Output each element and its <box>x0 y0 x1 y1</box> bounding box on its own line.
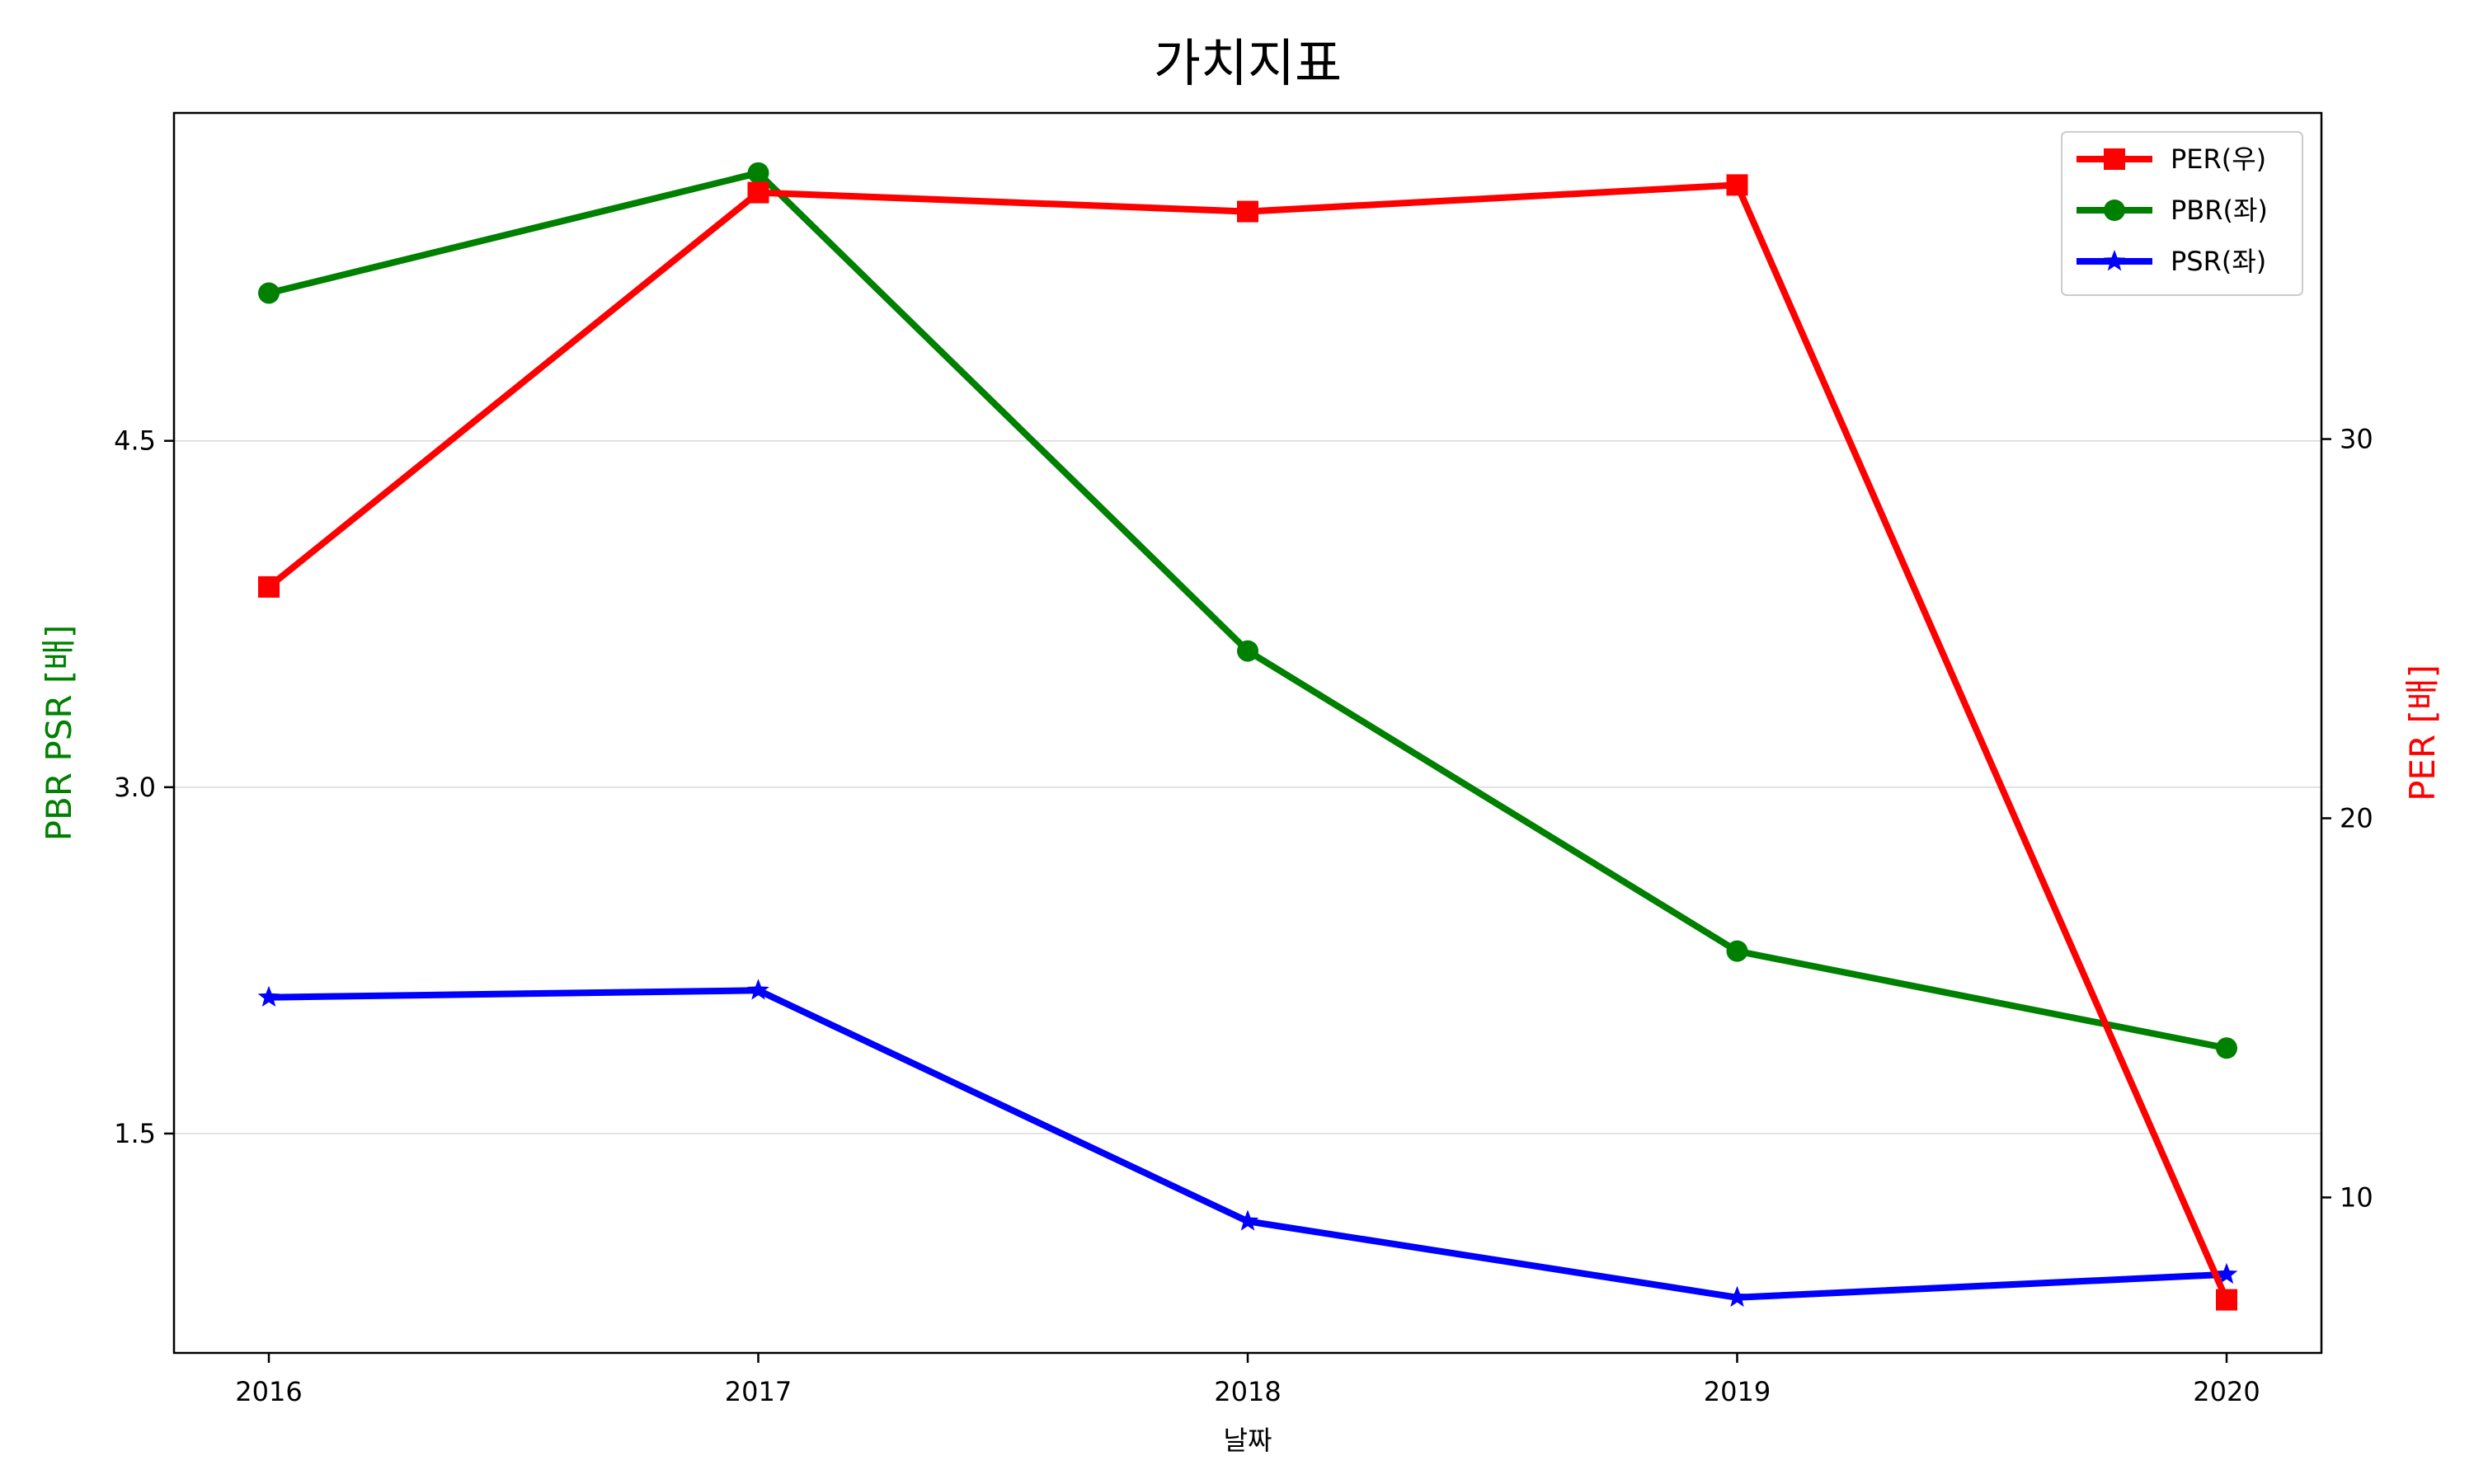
grid-lines <box>174 439 2321 1134</box>
point-pbr-2020 <box>2216 1037 2237 1059</box>
x-tick-label-2020: 2020 <box>2193 1376 2260 1407</box>
left-y-tick-label-3.0: 3.0 <box>114 772 156 803</box>
series-layer <box>257 162 2238 1311</box>
point-psr-2017 <box>747 979 769 1000</box>
chart-title: 가치지표 <box>1154 33 1342 93</box>
point-pbr-2018 <box>1237 640 1258 662</box>
legend-label-psr: PSR(좌) <box>2171 246 2266 277</box>
point-pbr-2019 <box>1726 940 1748 962</box>
x-axis-title: 날짜 <box>1224 1425 1272 1456</box>
left-y-tick-label-4.5: 4.5 <box>114 425 156 457</box>
point-per-2016 <box>258 575 280 598</box>
left-y-axis-title: PBR PSR [배] <box>39 625 79 842</box>
legend-item-pbr: PBR(좌) <box>2077 195 2268 226</box>
legend-label-per: PER(우) <box>2171 143 2266 175</box>
right-y-tick-label-20: 20 <box>2340 802 2373 834</box>
right-y-axis: 10 20 30 <box>2321 424 2373 1213</box>
legend-swatch-marker-per <box>2104 148 2125 170</box>
point-pbr-2017 <box>747 162 769 184</box>
right-y-tick-label-10: 10 <box>2340 1181 2373 1213</box>
series-per <box>258 174 2237 1311</box>
x-axis: 2016 2017 2018 2019 2020 <box>235 1353 2260 1407</box>
legend: PER(우) PBR(좌) PSR(좌) <box>2061 131 2303 296</box>
right-y-axis-title: PER [배] <box>2402 665 2443 801</box>
legend-swatch-marker-pbr <box>2104 200 2125 221</box>
series-psr <box>257 979 2238 1308</box>
legend-item-psr: PSR(좌) <box>2077 246 2266 277</box>
legend-box <box>2061 131 2303 296</box>
legend-swatch-marker-psr <box>2103 250 2126 271</box>
legend-label-pbr: PBR(좌) <box>2171 195 2268 226</box>
series-pbr <box>258 162 2237 1059</box>
point-psr-2016 <box>257 985 280 1007</box>
point-per-2019 <box>1726 174 1748 196</box>
point-per-2017 <box>747 181 769 204</box>
right-y-tick-label-30: 30 <box>2340 424 2373 455</box>
x-tick-label-2017: 2017 <box>725 1376 792 1407</box>
point-per-2020 <box>2216 1289 2237 1311</box>
point-psr-2020 <box>2215 1262 2238 1284</box>
left-y-axis: 1.5 3.0 4.5 <box>114 425 174 1149</box>
legend-item-per: PER(우) <box>2077 143 2266 175</box>
left-y-tick-label-1.5: 1.5 <box>114 1118 156 1149</box>
point-per-2018 <box>1237 200 1258 223</box>
point-psr-2018 <box>1236 1209 1259 1231</box>
point-psr-2019 <box>1726 1285 1748 1308</box>
x-tick-label-2019: 2019 <box>1704 1376 1771 1407</box>
x-tick-label-2018: 2018 <box>1214 1376 1281 1407</box>
point-pbr-2016 <box>258 282 280 304</box>
x-tick-label-2016: 2016 <box>235 1376 302 1407</box>
